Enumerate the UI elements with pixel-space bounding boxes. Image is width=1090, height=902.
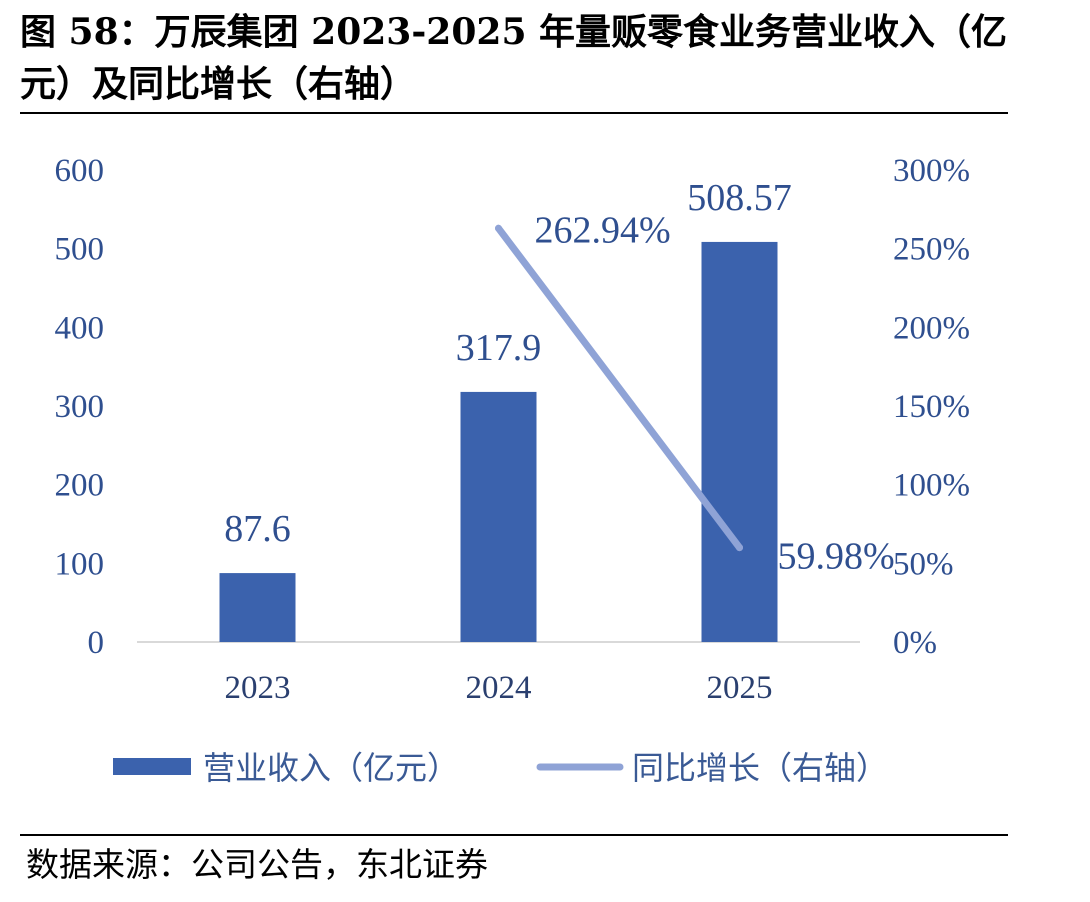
legend-line-label: 同比增长（右轴） (632, 749, 888, 787)
combo-chart: 0 100 200 300 400 500 600 0% 50% 100% 150% 200% 250%… (55, 153, 971, 787)
legend-bar-swatch (113, 758, 191, 775)
growth-point (495, 224, 502, 232)
y-right-tick-label: 0% (893, 625, 937, 661)
y-left-tick-label: 400 (55, 310, 105, 346)
x-tick-label: 2025 (707, 670, 773, 706)
source-note: 数据来源：公司公告，东北证券 (26, 845, 488, 884)
x-tick-label: 2023 (225, 670, 291, 706)
source-rule (20, 834, 1008, 836)
y-right-tick-label: 150% (893, 389, 970, 425)
legend-bar-label: 营业收入（亿元） (203, 749, 459, 787)
y-left-tick-label: 100 (55, 546, 105, 582)
x-tick-label: 2024 (466, 670, 532, 706)
y-left-tick-label: 600 (55, 153, 105, 189)
y-left-tick-label: 300 (55, 389, 105, 425)
y-left-tick-label: 500 (55, 232, 105, 268)
growth-line (495, 224, 743, 552)
y-right-tick-label: 200% (893, 310, 970, 346)
title-rule (20, 112, 1008, 114)
line-data-label: 262.94% (535, 209, 671, 251)
bar (460, 391, 537, 642)
line-data-label: 59.98% (778, 536, 895, 578)
y-right-tick-label: 50% (893, 546, 954, 582)
bar-data-label: 87.6 (224, 508, 291, 550)
y-left-tick-label: 200 (55, 468, 105, 504)
chart-title: 图 58：万辰集团 2023-2025 年量贩零食业务营业收入（亿元）及同比增长… (20, 11, 1008, 105)
y-right-tick-label: 300% (893, 153, 970, 189)
growth-point (736, 544, 743, 552)
y-right-tick-label: 100% (893, 468, 970, 504)
y-right-tick-label: 250% (893, 232, 970, 268)
y-left-tick-label: 0 (88, 625, 105, 661)
bar-data-label: 508.57 (687, 177, 792, 219)
bar (701, 241, 778, 642)
bar-data-label: 317.9 (456, 327, 542, 369)
bar (219, 573, 296, 642)
